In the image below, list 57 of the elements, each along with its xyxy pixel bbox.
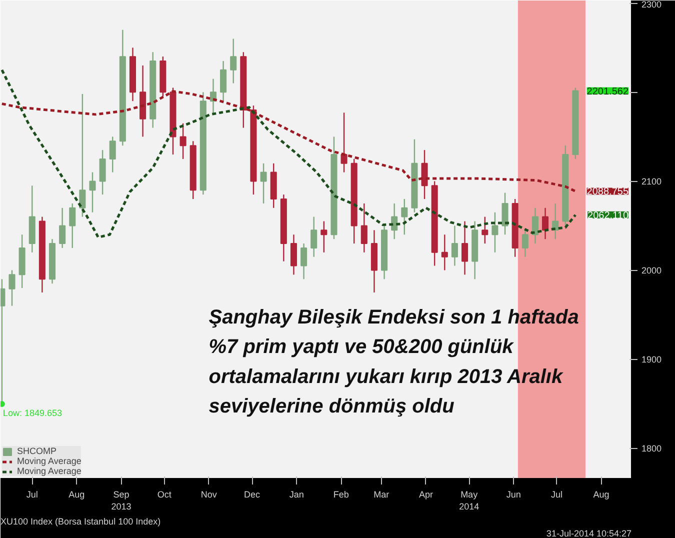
- candlestick: [260, 162, 267, 204]
- candlestick: [59, 207, 66, 249]
- candlestick: [310, 216, 318, 258]
- candlestick: [99, 149, 106, 196]
- candlestick: [421, 149, 428, 200]
- candlestick: [340, 112, 348, 173]
- y-tick-label: 1800: [642, 444, 662, 454]
- candlestick: [502, 192, 508, 236]
- annotation: 2088.755: [586, 186, 629, 198]
- y-tick-label: 2300: [642, 0, 662, 10]
- candlestick: [492, 212, 498, 254]
- x-tick-label: Nov: [200, 490, 218, 500]
- y-tick-label: 2000: [642, 266, 662, 276]
- x-tick-label: Jul: [551, 490, 563, 500]
- candlestick: [401, 198, 408, 236]
- candlestick: [8, 270, 16, 306]
- annotation: Şanghay Bileşik Endeksi son 1 haftada %7 prim yaptı ve 50&200 günlük ortalamalarını yukarı kırıp 2013 Aralık seviyelerine dönmüş oldu: [208, 306, 579, 418]
- y-tick-label: 2100: [642, 176, 662, 187]
- candlestick: [360, 202, 368, 254]
- candlestick: [462, 220, 468, 276]
- x-tick-label: Apr: [418, 490, 433, 500]
- candlestick: [522, 230, 528, 258]
- candlestick: [542, 207, 549, 240]
- x-tick-label: Mar: [374, 490, 390, 500]
- text: 31-Jul-2014 10:54:27: [546, 528, 632, 538]
- candlestick: [482, 216, 488, 244]
- line-series: [0, 90, 577, 192]
- text: XU100 Index (Borsa Istanbul 100 Index): [0, 516, 161, 526]
- x-tick-label: Jul: [26, 490, 38, 500]
- legend-label: Moving Average: [17, 456, 82, 466]
- x-tick-label: Jan: [289, 490, 304, 500]
- candlestick: [290, 234, 297, 276]
- y-tick-label: 1900: [642, 354, 662, 365]
- x-tick-label: Jun: [506, 490, 521, 500]
- candlestick: [69, 202, 76, 249]
- candlestick: [230, 38, 237, 84]
- candlestick: [451, 225, 458, 266]
- candlestick: [220, 60, 227, 102]
- x-tick-label: Aug: [593, 490, 610, 500]
- x-tick-label: May 2014: [459, 490, 480, 512]
- candlestick: [441, 234, 448, 271]
- x-tick-label: Oct: [157, 490, 172, 500]
- line-series: [0, 68, 577, 239]
- x-tick-label: Dec: [244, 490, 261, 500]
- candlestick: [300, 242, 308, 280]
- legend-label: Moving Average: [17, 466, 82, 476]
- candlestick: [320, 220, 328, 254]
- candlestick: [532, 207, 538, 244]
- legend-label: SHCOMP: [17, 446, 57, 456]
- x-tick-label: Sep 2013: [111, 490, 132, 512]
- candlestick: [109, 136, 116, 173]
- candlestick: [79, 93, 86, 218]
- x-tick-label: Feb: [333, 490, 349, 500]
- candlestick: [89, 172, 96, 213]
- x-tick-label: Aug: [68, 490, 85, 500]
- candlestick: [180, 122, 186, 160]
- annotation: Low: 1849.653: [2, 408, 62, 418]
